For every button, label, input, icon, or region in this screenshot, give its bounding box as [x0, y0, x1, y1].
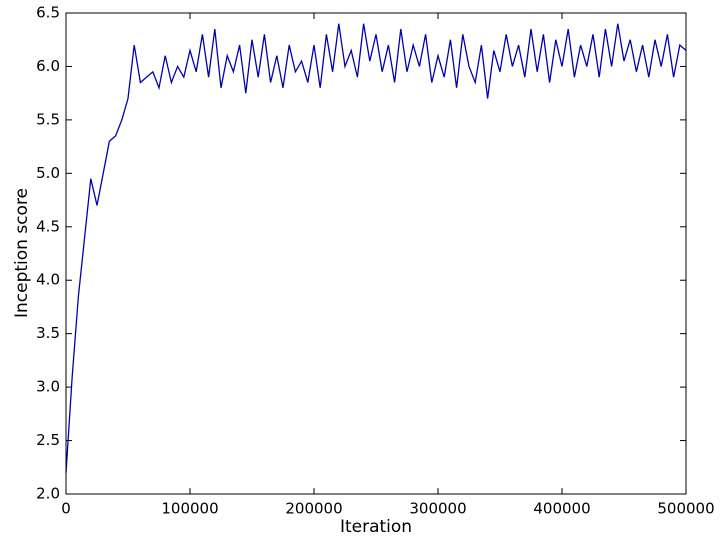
x-tick-label: 400000 [533, 500, 590, 518]
y-tick-label: 4.0 [36, 271, 60, 289]
y-tick-label: 5.0 [36, 164, 60, 182]
y-tick-label: 3.5 [36, 324, 60, 342]
y-tick-label: 6.0 [36, 57, 60, 75]
data-line [65, 23, 687, 473]
x-tick-label: 300000 [409, 500, 466, 518]
y-tick-label: 3.0 [36, 378, 60, 396]
plot-frame [65, 12, 687, 495]
y-tick-label: 2.5 [36, 431, 60, 449]
y-tick-label: 4.5 [36, 217, 60, 235]
x-axis-label: Iteration [340, 517, 412, 537]
y-tick-label: 5.5 [36, 110, 60, 128]
x-tick-label: 100000 [161, 500, 218, 518]
y-axis-label: Inception score [12, 188, 32, 318]
y-tick-label: 2.0 [36, 485, 60, 503]
x-tick-label: 200000 [285, 500, 342, 518]
x-tick-label: 0 [61, 500, 71, 518]
x-tick-label: 500000 [657, 500, 714, 518]
y-tick-label: 6.5 [36, 4, 60, 22]
